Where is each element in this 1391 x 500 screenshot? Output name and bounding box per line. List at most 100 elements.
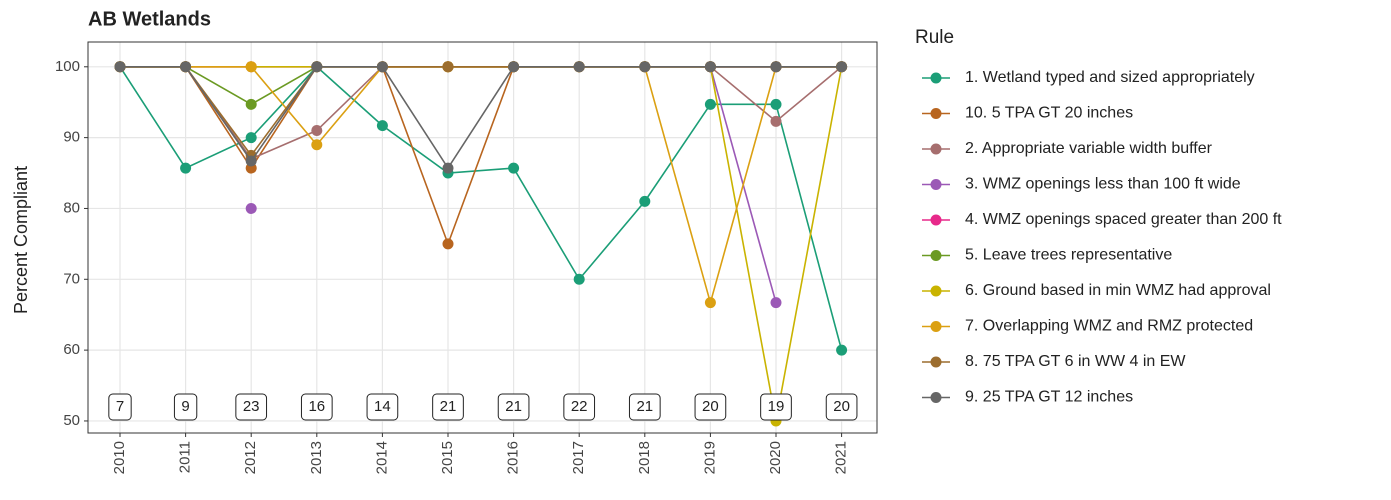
series-line	[120, 65, 842, 306]
data-point	[245, 61, 257, 73]
data-point	[508, 162, 520, 174]
y-tick-label: 60	[63, 341, 80, 358]
data-point	[442, 238, 454, 250]
legend-point	[930, 72, 942, 84]
sample-size-label: 23	[243, 398, 260, 415]
sample-size-box	[497, 393, 530, 421]
data-point	[180, 61, 192, 73]
sample-size-label: 22	[571, 398, 588, 415]
sample-size-label: 7	[116, 398, 124, 415]
legend-label: 7. Overlapping WMZ and RMZ protected	[965, 318, 1253, 335]
sample-size-label: 21	[636, 398, 653, 415]
data-point	[114, 61, 126, 73]
legend-label: 5. Leave trees representative	[965, 247, 1172, 264]
legend-point	[930, 285, 942, 297]
legend-point	[930, 321, 942, 332]
data-point	[180, 162, 192, 174]
legend-point	[930, 108, 942, 119]
x-tick-label: 2021	[833, 441, 850, 474]
y-tick-label: 50	[63, 412, 80, 429]
y-tick-label: 90	[63, 129, 80, 146]
sample-size-label: 21	[440, 398, 457, 415]
legend-label: 2. Appropriate variable width buffer	[965, 140, 1213, 157]
y-tick-label: 70	[63, 270, 80, 287]
data-point	[704, 61, 716, 73]
sample-size-label: 16	[308, 398, 325, 415]
legend-label: 9. 25 TPA GT 12 inches	[965, 389, 1133, 406]
x-tick-label: 2012	[242, 441, 259, 474]
series-line	[120, 65, 842, 157]
data-point	[376, 120, 388, 132]
data-point	[704, 297, 716, 309]
data-point	[573, 273, 585, 285]
sample-size-label: 19	[768, 398, 785, 415]
data-point	[770, 297, 782, 309]
y-tick-label: 100	[55, 58, 80, 75]
data-point	[442, 61, 454, 73]
sample-size-label: 9	[181, 398, 189, 415]
legend-point	[930, 214, 942, 226]
data-point	[245, 98, 257, 110]
legend-label: 10. 5 TPA GT 20 inches	[965, 105, 1133, 122]
sample-size-label: 21	[505, 398, 522, 415]
legend-point	[930, 143, 942, 155]
sample-size-label: 20	[833, 398, 850, 415]
data-point	[836, 61, 848, 73]
sample-size-box	[235, 393, 268, 421]
data-point	[704, 98, 716, 110]
panel-border	[87, 41, 878, 434]
series-line	[120, 65, 843, 160]
data-point	[639, 195, 651, 207]
x-tick-label: 2017	[570, 441, 587, 474]
legend-point	[930, 179, 942, 190]
sample-size-label: 14	[374, 398, 391, 415]
legend-point	[930, 356, 942, 368]
sample-size-box	[300, 393, 333, 421]
legend-label: 1. Wetland typed and sized appropriately	[965, 69, 1255, 86]
x-tick-label: 2018	[636, 441, 653, 474]
data-point	[245, 202, 257, 214]
sample-size-box	[173, 393, 198, 421]
sample-size-box	[366, 393, 399, 421]
data-point	[508, 61, 520, 73]
legend-title: Rule	[915, 27, 954, 48]
chart-title: AB Wetlands	[88, 8, 211, 30]
data-point	[376, 61, 388, 73]
legend-label: 3. WMZ openings less than 100 ft wide	[965, 176, 1241, 193]
sample-size-box	[760, 393, 792, 421]
sample-size-box	[108, 393, 132, 421]
sample-size-label: 20	[702, 398, 719, 415]
x-tick-label: 2013	[308, 441, 325, 474]
legend-label: 8. 75 TPA GT 6 in WW 4 in EW	[965, 353, 1186, 370]
x-tick-label: 2010	[111, 441, 128, 474]
series-line	[120, 65, 842, 170]
data-point	[770, 61, 782, 73]
x-tick-label: 2015	[439, 441, 456, 474]
sample-size-box	[563, 393, 596, 421]
sample-size-box	[628, 393, 661, 421]
data-point	[245, 155, 257, 167]
data-point	[245, 132, 257, 144]
data-point	[770, 98, 782, 110]
sample-size-box	[432, 393, 464, 421]
data-point	[311, 61, 323, 73]
x-tick-label: 2020	[767, 441, 784, 474]
x-tick-label: 2011	[177, 441, 194, 473]
x-tick-label: 2016	[505, 441, 522, 474]
x-tick-label: 2019	[701, 441, 718, 474]
data-point	[770, 115, 782, 127]
data-point	[836, 344, 848, 356]
legend-label: 6. Ground based in min WMZ had approval	[965, 282, 1271, 299]
data-point	[442, 162, 454, 174]
series-line	[120, 65, 843, 422]
data-point	[311, 125, 323, 137]
data-point	[639, 61, 651, 73]
sample-size-box	[825, 393, 858, 421]
y-tick-label: 80	[63, 199, 80, 216]
legend-point	[930, 250, 942, 261]
data-point	[573, 61, 585, 73]
legend-point	[930, 392, 942, 403]
x-tick-label: 2014	[373, 441, 390, 474]
y-axis-label: Percent Compliant	[11, 166, 31, 314]
